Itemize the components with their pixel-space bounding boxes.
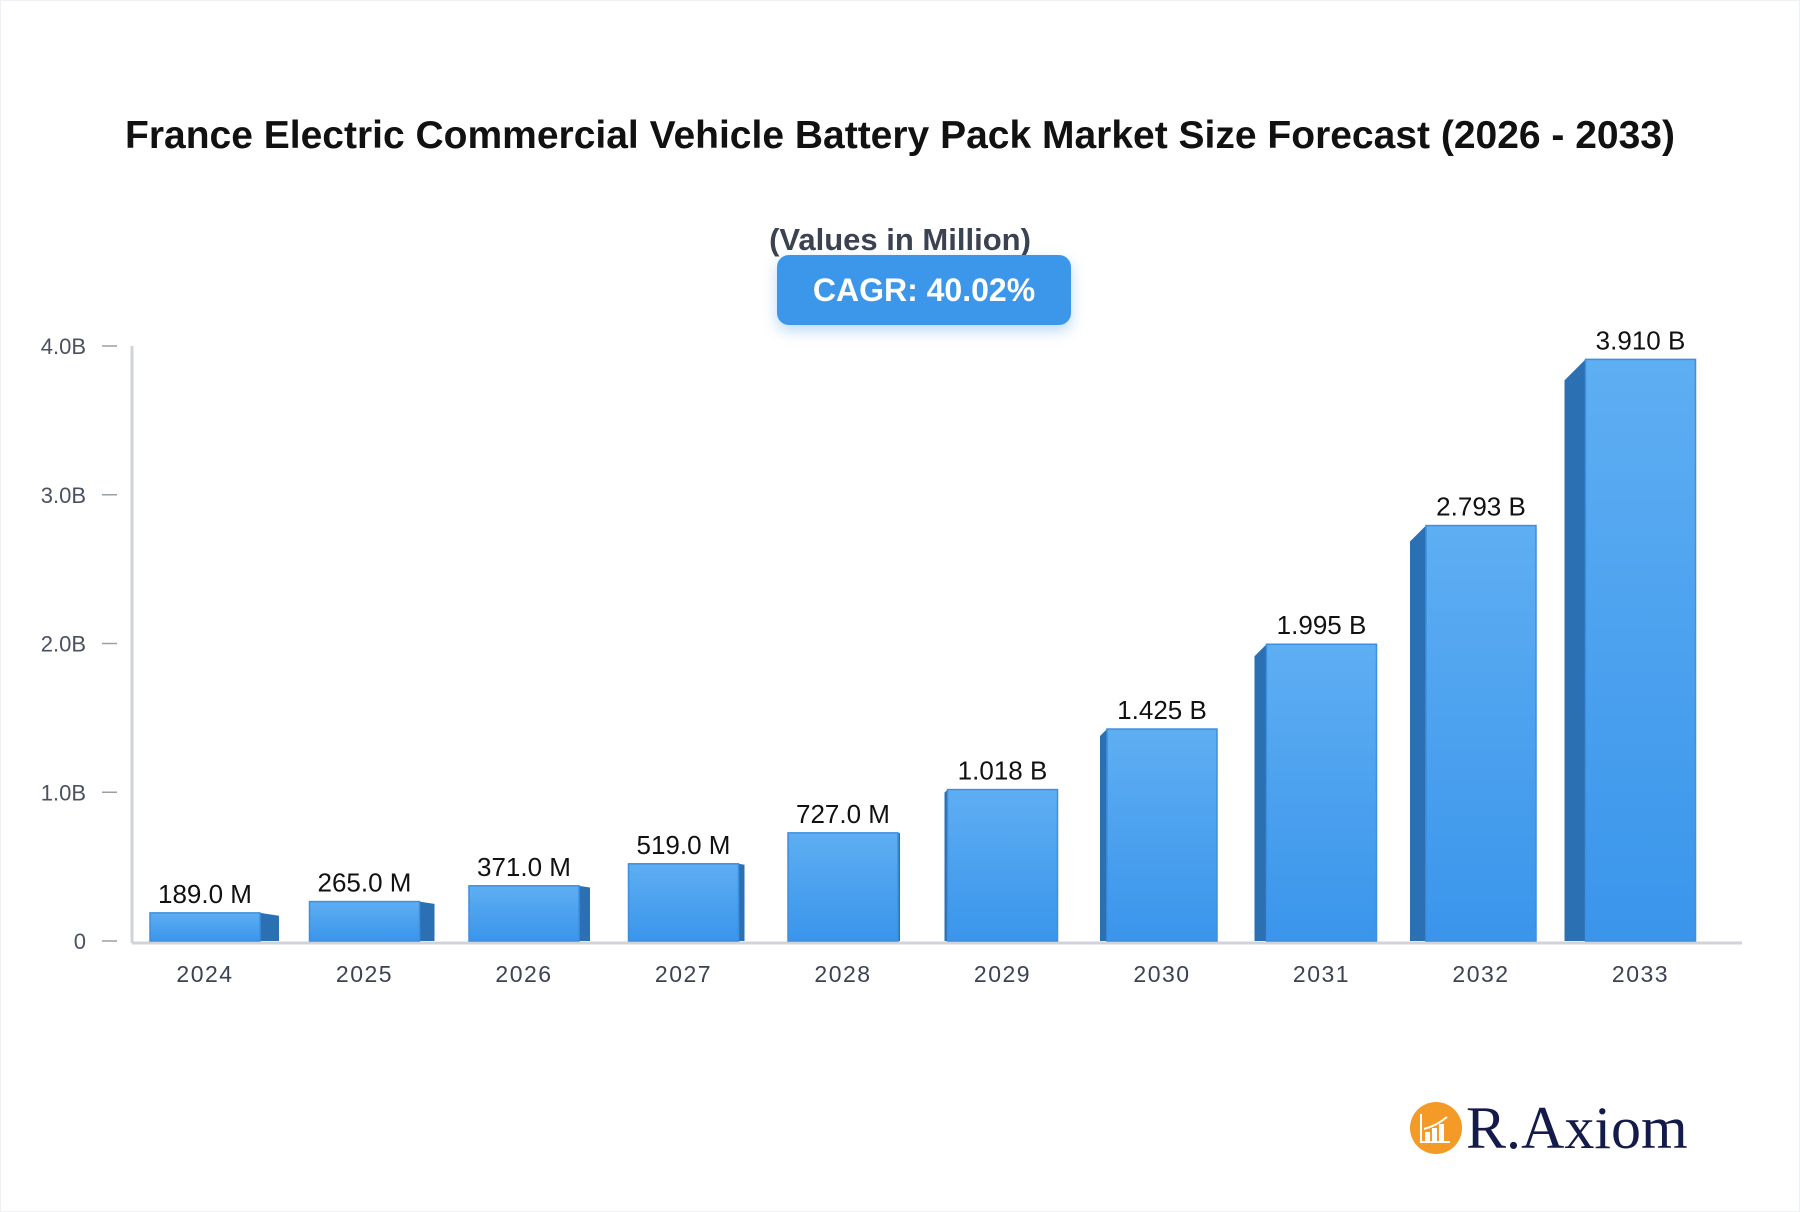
chart-subtitle: (Values in Million) bbox=[769, 222, 1031, 257]
logo-text: R.Axiom bbox=[1466, 1095, 1688, 1161]
logo: R.Axiom bbox=[1410, 1098, 1688, 1158]
x-tick-label: 2024 bbox=[176, 961, 233, 987]
bar-2027: 519.0 M 2027 bbox=[627, 830, 745, 987]
bar-side bbox=[579, 885, 590, 941]
bar-2030: 1.425 B 2030 bbox=[1100, 695, 1218, 987]
bar-side bbox=[1564, 359, 1586, 941]
data-label: 1.018 B bbox=[958, 756, 1048, 786]
y-tick-label: 3.0B bbox=[41, 483, 86, 508]
data-label: 1.995 B bbox=[1277, 610, 1367, 640]
x-tick-label: 2025 bbox=[336, 961, 393, 987]
bar-2025: 265.0 M 2025 bbox=[308, 868, 435, 987]
bar-2033: 3.910 B 2033 bbox=[1564, 325, 1697, 987]
bar-side bbox=[738, 863, 745, 941]
data-label: 371.0 M bbox=[477, 852, 571, 882]
bar-side bbox=[1100, 729, 1107, 941]
x-tick-label: 2029 bbox=[974, 961, 1031, 987]
data-label: 519.0 M bbox=[637, 830, 731, 860]
bar-side bbox=[419, 901, 435, 941]
cagr-badge: CAGR: 40.02% bbox=[777, 255, 1071, 325]
bar-2032: 2.793 B 2032 bbox=[1410, 492, 1537, 987]
x-tick-label: 2033 bbox=[1612, 961, 1669, 987]
bar-front bbox=[1425, 524, 1537, 942]
bar-2024: 189.0 M 2024 bbox=[149, 879, 279, 987]
data-label: 189.0 M bbox=[158, 879, 252, 909]
bar-front bbox=[1265, 643, 1378, 942]
data-label: 2.793 B bbox=[1436, 492, 1526, 522]
x-tick-label: 2031 bbox=[1293, 961, 1350, 987]
bar-2026: 371.0 M 2026 bbox=[468, 852, 590, 987]
bar-front bbox=[627, 863, 740, 942]
bar-2028: 727.0 M 2028 bbox=[787, 799, 900, 987]
bar-front bbox=[787, 832, 899, 942]
x-tick-label: 2028 bbox=[814, 961, 871, 987]
data-label: 727.0 M bbox=[796, 799, 890, 829]
bar-side bbox=[1410, 525, 1426, 941]
bar-2029: 1.018 B 2029 bbox=[944, 756, 1059, 987]
x-tick-label: 2032 bbox=[1452, 961, 1509, 987]
bar-side bbox=[260, 912, 279, 941]
x-tick-label: 2027 bbox=[655, 961, 712, 987]
bar-front bbox=[308, 900, 421, 942]
y-tick-label: 0 bbox=[74, 929, 86, 954]
y-tick-label: 1.0B bbox=[41, 780, 86, 805]
y-tick-label: 2.0B bbox=[41, 632, 86, 657]
bar-front bbox=[149, 912, 261, 942]
chart-title: France Electric Commercial Vehicle Batte… bbox=[125, 114, 1675, 157]
bar-front bbox=[1584, 358, 1697, 942]
x-tick-label: 2030 bbox=[1133, 961, 1190, 987]
bar-front bbox=[1106, 728, 1218, 942]
y-tick-label: 4.0B bbox=[41, 334, 86, 359]
data-label: 1.425 B bbox=[1117, 695, 1207, 725]
data-label: 3.910 B bbox=[1596, 325, 1686, 355]
data-label: 265.0 M bbox=[318, 868, 412, 898]
bar-front bbox=[468, 885, 580, 942]
bar-side bbox=[1254, 644, 1267, 941]
chart-growth-icon bbox=[1410, 1102, 1462, 1154]
bar-2031: 1.995 B 2031 bbox=[1254, 610, 1378, 987]
bar-front bbox=[946, 788, 1059, 942]
x-tick-label: 2026 bbox=[495, 961, 552, 987]
